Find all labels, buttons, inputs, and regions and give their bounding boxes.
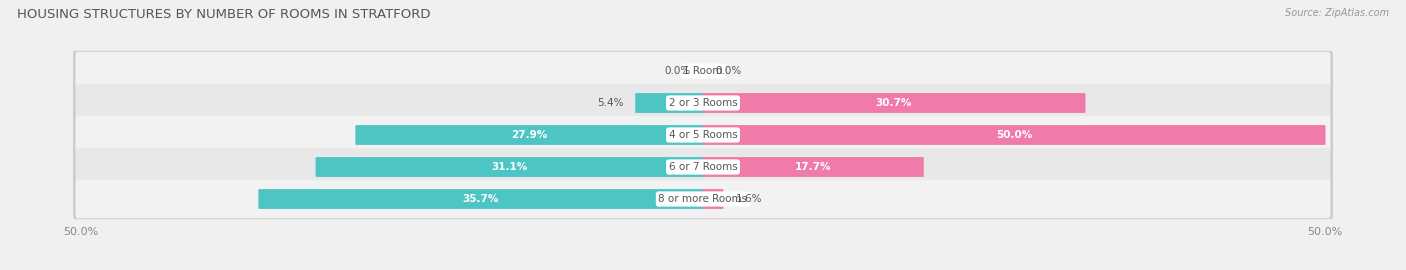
- FancyBboxPatch shape: [76, 52, 1330, 90]
- Text: 5.4%: 5.4%: [598, 98, 623, 108]
- Text: 27.9%: 27.9%: [512, 130, 547, 140]
- FancyBboxPatch shape: [703, 125, 1326, 145]
- FancyBboxPatch shape: [73, 83, 1333, 123]
- Text: 2 or 3 Rooms: 2 or 3 Rooms: [669, 98, 737, 108]
- FancyBboxPatch shape: [76, 116, 1330, 154]
- Text: HOUSING STRUCTURES BY NUMBER OF ROOMS IN STRATFORD: HOUSING STRUCTURES BY NUMBER OF ROOMS IN…: [17, 8, 430, 21]
- FancyBboxPatch shape: [73, 147, 1333, 187]
- FancyBboxPatch shape: [356, 125, 703, 145]
- FancyBboxPatch shape: [315, 157, 703, 177]
- Text: 0.0%: 0.0%: [716, 66, 742, 76]
- Text: 4 or 5 Rooms: 4 or 5 Rooms: [669, 130, 737, 140]
- Text: 17.7%: 17.7%: [794, 162, 831, 172]
- FancyBboxPatch shape: [73, 115, 1333, 155]
- Text: 1 Room: 1 Room: [683, 66, 723, 76]
- FancyBboxPatch shape: [76, 148, 1330, 186]
- Text: 1.6%: 1.6%: [735, 194, 762, 204]
- FancyBboxPatch shape: [636, 93, 703, 113]
- Text: 0.0%: 0.0%: [664, 66, 690, 76]
- FancyBboxPatch shape: [703, 189, 724, 209]
- FancyBboxPatch shape: [703, 93, 1085, 113]
- Text: 8 or more Rooms: 8 or more Rooms: [658, 194, 748, 204]
- FancyBboxPatch shape: [73, 51, 1333, 91]
- Text: Source: ZipAtlas.com: Source: ZipAtlas.com: [1285, 8, 1389, 18]
- FancyBboxPatch shape: [703, 157, 924, 177]
- FancyBboxPatch shape: [76, 180, 1330, 218]
- FancyBboxPatch shape: [259, 189, 703, 209]
- Text: 35.7%: 35.7%: [463, 194, 499, 204]
- FancyBboxPatch shape: [76, 84, 1330, 122]
- Text: 50.0%: 50.0%: [995, 130, 1032, 140]
- Text: 6 or 7 Rooms: 6 or 7 Rooms: [669, 162, 737, 172]
- FancyBboxPatch shape: [73, 179, 1333, 219]
- Text: 30.7%: 30.7%: [876, 98, 912, 108]
- Text: 31.1%: 31.1%: [492, 162, 527, 172]
